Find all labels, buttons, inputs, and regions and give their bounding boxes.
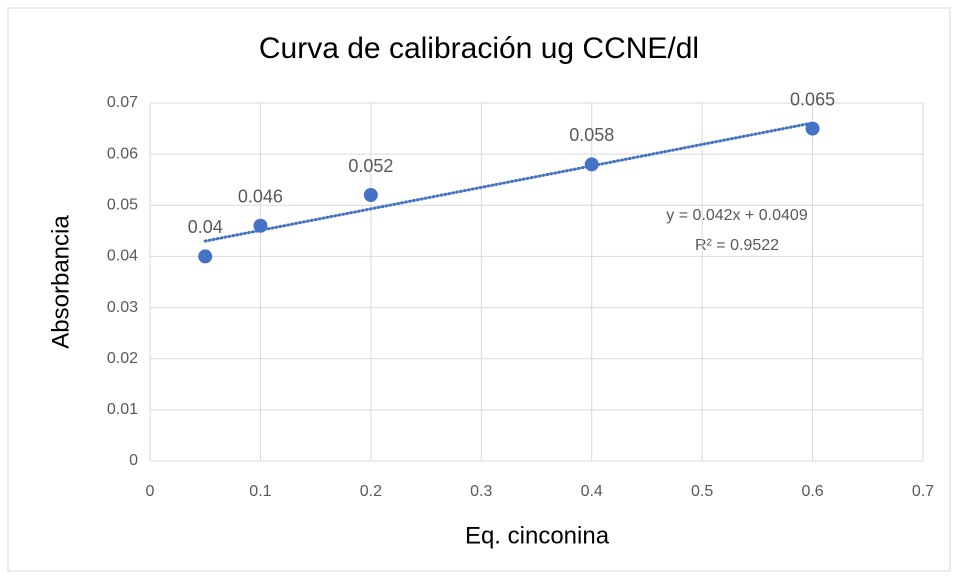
data-point xyxy=(584,157,599,172)
data-label: 0.052 xyxy=(348,156,393,176)
x-tick-label: 0.1 xyxy=(249,483,271,500)
x-tick-label: 0.4 xyxy=(581,483,603,500)
data-point xyxy=(805,121,820,136)
x-tick-label: 0.6 xyxy=(801,483,823,500)
chart-title: Curva de calibración ug CCNE/dl xyxy=(259,32,699,65)
y-tick-label: 0.05 xyxy=(107,197,138,214)
data-point xyxy=(198,249,213,264)
y-tick-label: 0.07 xyxy=(107,94,138,111)
data-label: 0.065 xyxy=(790,89,835,109)
y-tick-label: 0.01 xyxy=(107,401,138,418)
x-tick-label: 0.7 xyxy=(912,483,934,500)
data-label: 0.058 xyxy=(569,125,614,145)
x-tick-label: 0 xyxy=(146,483,155,500)
data-label: 0.04 xyxy=(188,217,223,237)
x-tick-label: 0.5 xyxy=(691,483,713,500)
y-tick-label: 0 xyxy=(129,452,138,469)
data-point xyxy=(253,218,268,233)
x-axis-label: Eq. cinconina xyxy=(465,522,610,549)
chart-frame xyxy=(7,7,951,572)
trendline-equation: y = 0.042x + 0.0409 xyxy=(666,207,808,224)
trendline-r2: R² = 0.9522 xyxy=(695,237,779,254)
y-tick-label: 0.03 xyxy=(107,299,138,316)
y-tick-label: 0.04 xyxy=(107,248,138,265)
y-tick-label: 0.02 xyxy=(107,350,138,367)
y-tick-label: 0.06 xyxy=(107,145,138,162)
data-point xyxy=(363,188,378,203)
data-label: 0.046 xyxy=(238,186,283,206)
trendline xyxy=(203,121,815,243)
x-tick-label: 0.2 xyxy=(360,483,382,500)
y-axis-label: Absorbancia xyxy=(47,215,74,349)
x-tick-label: 0.3 xyxy=(470,483,492,500)
